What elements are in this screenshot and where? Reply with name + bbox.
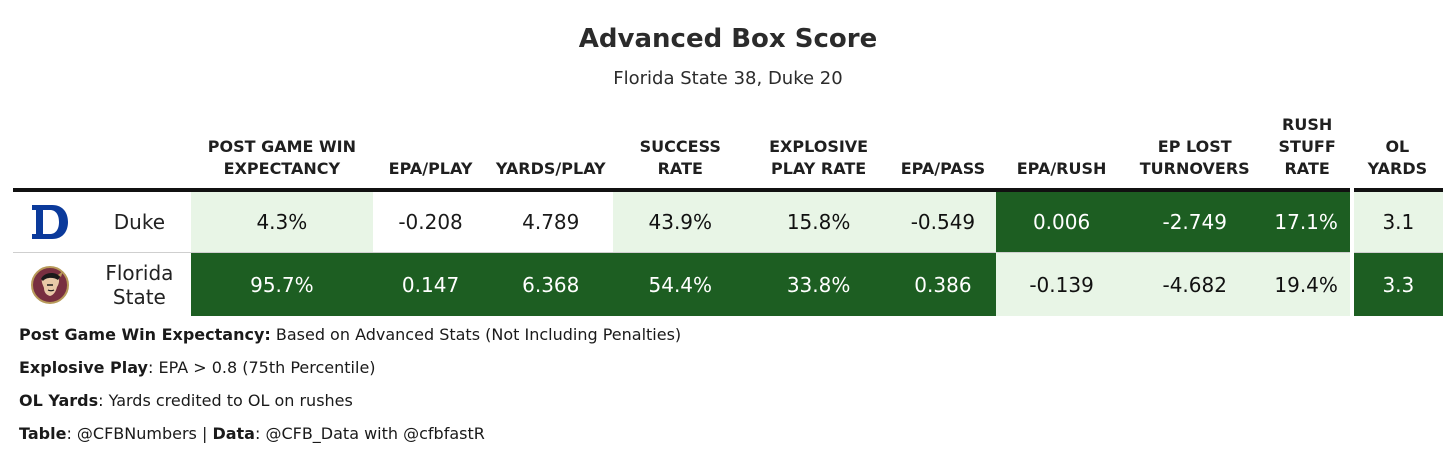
- stat-cell: -2.749: [1126, 190, 1263, 253]
- stat-cell: 19.4%: [1262, 252, 1352, 316]
- header-logo-blank: [13, 108, 88, 190]
- note-label: OL Yards: [19, 391, 99, 410]
- note-credits: Table: @CFBNumbers | Data: @CFB_Data wit…: [19, 421, 681, 454]
- stat-cell: 17.1%: [1262, 190, 1352, 253]
- note-explosive-play: Explosive Play: EPA > 0.8 (75th Percenti…: [19, 355, 681, 388]
- table-row: Florida State 95.7% 0.147 6.368 54.4% 33…: [13, 252, 1443, 317]
- stat-cell: -4.682: [1126, 252, 1263, 316]
- note-text: : @CFB_Data with @cfbfastR: [254, 424, 485, 443]
- team-logo-cell: [13, 190, 88, 253]
- table-row: Duke 4.3% -0.208 4.789 43.9% 15.8% -0.54…: [13, 190, 1443, 253]
- page-title: Advanced Box Score: [578, 24, 878, 54]
- stat-cell: 15.8%: [747, 190, 890, 253]
- note-label: Data: [212, 424, 255, 443]
- header-explosive-play-rate: EXPLOSIVE PLAY RATE: [769, 137, 869, 178]
- stat-cell: 0.386: [889, 252, 997, 316]
- header-success-rate: SUCCESS RATE: [639, 137, 721, 178]
- note-label: Post Game Win Expectancy:: [19, 325, 271, 344]
- note-ol-yards: OL Yards: Yards credited to OL on rushes: [19, 388, 681, 421]
- stat-cell: 43.9%: [612, 190, 748, 253]
- stat-cell: 54.4%: [612, 252, 748, 316]
- stat-cell: 0.006: [996, 190, 1127, 253]
- stat-cell: 3.3: [1349, 252, 1443, 316]
- note-label: Table: [19, 424, 67, 443]
- header-ol-yards: OL YARDS: [1367, 137, 1428, 178]
- stat-cell: 33.8%: [747, 252, 890, 316]
- header-win-expectancy: POST GAME WIN EXPECTANCY: [207, 137, 356, 178]
- header-team-blank: [88, 108, 192, 190]
- header-rush-stuff-rate: RUSH STUFF RATE: [1278, 115, 1336, 178]
- stat-cell: -0.139: [996, 252, 1127, 316]
- note-text: : Yards credited to OL on rushes: [98, 391, 353, 410]
- header-ep-lost-turnovers: EP LOST TURNOVERS: [1139, 137, 1250, 178]
- note-win-expectancy: Post Game Win Expectancy: Based on Advan…: [19, 322, 681, 355]
- stat-cell: 3.1: [1349, 190, 1443, 253]
- stat-cell: 95.7%: [191, 252, 373, 316]
- team-name: Florida State: [105, 260, 174, 309]
- team-name: Duke: [113, 210, 166, 234]
- footnotes: Post Game Win Expectancy: Based on Advan…: [19, 322, 681, 454]
- page-subtitle: Florida State 38, Duke 20: [613, 68, 843, 89]
- note-text: Based on Advanced Stats (Not Including P…: [270, 325, 682, 344]
- header-yards-play: YARDS/PLAY: [495, 159, 606, 178]
- stat-cell: 0.147: [372, 252, 489, 316]
- team-logo-cell: [13, 253, 88, 317]
- stat-cell: -0.549: [889, 190, 997, 253]
- header-epa-play: EPA/PLAY: [388, 159, 473, 178]
- stat-cell: 4.789: [522, 210, 580, 234]
- fsu-seminole-logo-icon: [31, 265, 70, 304]
- header-epa-pass: EPA/PASS: [900, 159, 986, 178]
- note-label: Explosive Play: [19, 358, 148, 377]
- stat-cell: 4.3%: [191, 190, 373, 253]
- header-row: POST GAME WIN EXPECTANCY EPA/PLAY YARDS/…: [13, 108, 1443, 190]
- stat-cell: 6.368: [488, 252, 613, 316]
- header-epa-rush: EPA/RUSH: [1016, 159, 1107, 178]
- stat-cell: -0.208: [398, 210, 463, 234]
- note-text: : EPA > 0.8 (75th Percentile): [147, 358, 376, 377]
- duke-d-logo-icon: [32, 205, 69, 239]
- note-text: : @CFBNumbers |: [66, 424, 213, 443]
- box-score-table: POST GAME WIN EXPECTANCY EPA/PLAY YARDS/…: [13, 108, 1443, 316]
